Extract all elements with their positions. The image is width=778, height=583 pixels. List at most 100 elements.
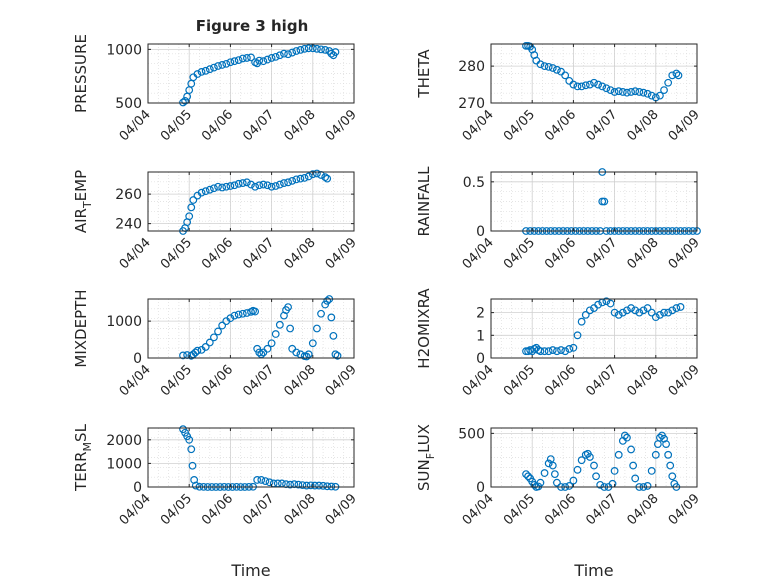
data-point (548, 64, 557, 72)
data-point (664, 450, 673, 459)
x-tick-label: 04/09 (666, 362, 703, 399)
data-point (544, 459, 553, 468)
x-tick-label: 04/08 (625, 107, 662, 144)
data-point (323, 174, 332, 183)
x-tick-label: 04/09 (666, 235, 703, 272)
x-tick-label: 04/07 (583, 107, 620, 144)
x-tick-label: 04/04 (460, 235, 497, 272)
data-point (263, 181, 272, 190)
data-point (565, 345, 574, 353)
y-axis-label: H2OMIXRA (415, 288, 433, 369)
data-point (222, 182, 231, 191)
data-point (313, 44, 321, 53)
data-point (308, 170, 317, 179)
data-point (292, 47, 301, 55)
data-point (656, 433, 664, 442)
x-tick-label: 04/07 (240, 235, 277, 272)
axes-box (147, 298, 355, 359)
data-point (265, 478, 274, 487)
x-tick-label: 04/05 (158, 491, 195, 528)
subplot-1: 04/04 04/05 04/06 04/07 04/08 04/09 500 1000 PRE… (72, 34, 360, 144)
series-markers (522, 41, 683, 102)
data-point (205, 185, 214, 194)
data-point (187, 203, 196, 212)
data-point (296, 174, 305, 183)
data-point (187, 445, 196, 454)
y-tick-label: 240 (115, 217, 142, 233)
data-point (631, 87, 640, 96)
data-point (201, 187, 210, 196)
axes-box (147, 43, 355, 104)
data-point (573, 331, 582, 340)
data-point (656, 310, 664, 319)
data-point (651, 450, 660, 459)
data-point (627, 445, 635, 454)
x-tick-label: 04/04 (460, 491, 497, 528)
axes-box (490, 43, 698, 104)
data-point (280, 179, 288, 187)
data-point (201, 343, 210, 351)
data-point (323, 296, 332, 305)
data-point (643, 482, 652, 490)
x-tick-label: 04/08 (282, 491, 319, 528)
data-point (234, 56, 243, 64)
data-point (660, 86, 668, 94)
y-tick-label: 1000 (106, 42, 142, 58)
x-tick-label: 04/06 (542, 362, 579, 399)
x-tick-label: 04/07 (240, 107, 277, 144)
data-point (544, 62, 553, 71)
data-point (660, 308, 668, 317)
data-point (284, 303, 292, 312)
data-point (271, 182, 280, 190)
x-tick-label: 04/08 (625, 491, 662, 528)
data-point (201, 66, 210, 75)
data-point (536, 347, 545, 356)
x-axis-label: Time (573, 561, 613, 580)
data-point (585, 453, 594, 461)
data-point (639, 88, 648, 97)
subplot-8: 04/04 04/05 04/06 04/07 04/08 04/09 0 500 SUNFLU… (415, 424, 703, 580)
data-point (313, 324, 321, 333)
data-point (247, 180, 255, 189)
x-tick-label: 04/07 (583, 491, 620, 528)
data-point (553, 65, 561, 74)
data-point (251, 182, 260, 191)
data-point (263, 344, 272, 353)
data-point (210, 63, 218, 72)
data-point (302, 481, 311, 490)
data-point (242, 54, 251, 62)
x-tick-label: 04/04 (117, 362, 154, 399)
data-point (596, 480, 605, 489)
data-point (226, 182, 235, 190)
data-point (275, 180, 284, 189)
data-point (569, 343, 578, 352)
data-point (210, 333, 218, 342)
series-markers (179, 44, 340, 107)
data-point (606, 299, 615, 308)
data-point (327, 313, 336, 322)
y-axis-label: AIRTEMP (72, 170, 94, 233)
axes-box (490, 298, 698, 359)
data-point (602, 297, 611, 306)
data-point (573, 465, 582, 474)
data-point (193, 70, 202, 78)
data-point (296, 46, 305, 54)
data-point (553, 478, 561, 487)
data-point (310, 481, 319, 490)
data-point (230, 311, 239, 320)
subplot-5: 04/04 04/05 04/06 04/07 04/08 04/09 0 1000 MIXDE… (72, 289, 360, 399)
data-point (284, 50, 292, 59)
data-point (651, 313, 660, 322)
y-tick-label: 1000 (106, 456, 142, 472)
data-point (561, 71, 570, 80)
data-point (647, 91, 656, 100)
data-point (664, 308, 673, 317)
data-point (631, 306, 640, 315)
x-tick-label: 04/09 (666, 491, 703, 528)
data-point (263, 55, 272, 64)
data-point (553, 347, 561, 356)
data-point (218, 61, 227, 69)
data-point (294, 480, 303, 489)
y-tick-label: 2 (476, 306, 485, 322)
